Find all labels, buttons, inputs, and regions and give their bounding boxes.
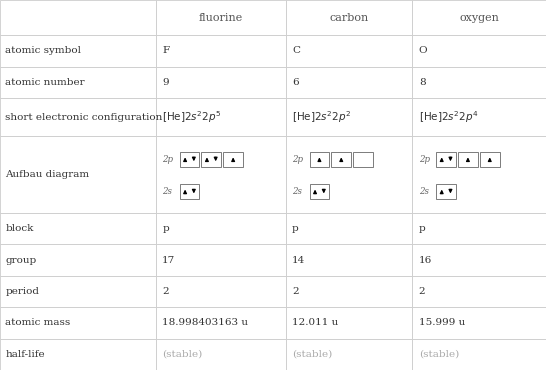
Bar: [412, 0, 546, 35]
Bar: [412, 244, 546, 276]
Bar: [156, 35, 286, 67]
Bar: [223, 152, 243, 167]
Bar: [412, 213, 546, 244]
Text: 8: 8: [419, 78, 425, 87]
Text: $[\mathrm{He}]2s^{2}2p^{5}$: $[\mathrm{He}]2s^{2}2p^{5}$: [162, 109, 222, 125]
Bar: [458, 152, 478, 167]
Text: atomic number: atomic number: [5, 78, 85, 87]
Bar: [156, 67, 286, 98]
Bar: [0, 67, 156, 98]
Text: (stable): (stable): [162, 350, 203, 359]
Text: 2: 2: [419, 287, 425, 296]
Bar: [286, 276, 412, 307]
Text: 12.011 u: 12.011 u: [292, 319, 339, 327]
Bar: [156, 307, 286, 339]
Text: (stable): (stable): [419, 350, 459, 359]
Bar: [436, 152, 456, 167]
Bar: [286, 98, 412, 137]
Text: O: O: [419, 47, 428, 55]
Bar: [286, 67, 412, 98]
Text: 16: 16: [419, 256, 432, 265]
Text: 2: 2: [292, 287, 299, 296]
Bar: [0, 307, 156, 339]
Bar: [156, 276, 286, 307]
Text: block: block: [5, 224, 34, 233]
Bar: [412, 307, 546, 339]
Bar: [156, 339, 286, 370]
Bar: [156, 213, 286, 244]
Text: F: F: [162, 47, 169, 55]
Text: atomic mass: atomic mass: [5, 319, 71, 327]
Bar: [0, 213, 156, 244]
Text: 2p: 2p: [292, 155, 303, 164]
Bar: [0, 0, 156, 35]
Text: group: group: [5, 256, 37, 265]
Bar: [286, 339, 412, 370]
Bar: [310, 184, 329, 199]
Text: 2s: 2s: [419, 187, 429, 196]
Bar: [436, 184, 456, 199]
Bar: [353, 152, 373, 167]
Bar: [286, 0, 412, 35]
Bar: [0, 35, 156, 67]
Bar: [180, 152, 199, 167]
Text: 17: 17: [162, 256, 175, 265]
Bar: [412, 67, 546, 98]
Bar: [331, 152, 351, 167]
Bar: [412, 137, 546, 213]
Text: 2s: 2s: [292, 187, 302, 196]
Bar: [0, 244, 156, 276]
Bar: [156, 98, 286, 137]
Text: 14: 14: [292, 256, 305, 265]
Text: atomic symbol: atomic symbol: [5, 47, 81, 55]
Bar: [310, 152, 329, 167]
Text: 9: 9: [162, 78, 169, 87]
Bar: [286, 137, 412, 213]
Text: (stable): (stable): [292, 350, 333, 359]
Bar: [0, 276, 156, 307]
Text: carbon: carbon: [329, 13, 369, 23]
Text: oxygen: oxygen: [459, 13, 499, 23]
Bar: [156, 0, 286, 35]
Bar: [0, 339, 156, 370]
Text: p: p: [162, 224, 169, 233]
Bar: [286, 307, 412, 339]
Text: Aufbau diagram: Aufbau diagram: [5, 170, 90, 179]
Text: 6: 6: [292, 78, 299, 87]
Text: C: C: [292, 47, 300, 55]
Text: short electronic configuration: short electronic configuration: [5, 113, 163, 122]
Bar: [412, 35, 546, 67]
Bar: [412, 98, 546, 137]
Text: period: period: [5, 287, 39, 296]
Bar: [286, 244, 412, 276]
Text: $[\mathrm{He}]2s^{2}2p^{2}$: $[\mathrm{He}]2s^{2}2p^{2}$: [292, 109, 351, 125]
Text: half-life: half-life: [5, 350, 45, 359]
Bar: [156, 137, 286, 213]
Text: p: p: [292, 224, 299, 233]
Text: 2p: 2p: [419, 155, 430, 164]
Text: 2: 2: [162, 287, 169, 296]
Text: 18.998403163 u: 18.998403163 u: [162, 319, 248, 327]
Bar: [286, 35, 412, 67]
Bar: [286, 213, 412, 244]
Text: p: p: [419, 224, 425, 233]
Bar: [0, 137, 156, 213]
Bar: [480, 152, 500, 167]
Text: 2s: 2s: [162, 187, 172, 196]
Bar: [0, 98, 156, 137]
Bar: [180, 184, 199, 199]
Text: 2p: 2p: [162, 155, 173, 164]
Text: $[\mathrm{He}]2s^{2}2p^{4}$: $[\mathrm{He}]2s^{2}2p^{4}$: [419, 109, 478, 125]
Bar: [156, 244, 286, 276]
Bar: [201, 152, 221, 167]
Bar: [412, 339, 546, 370]
Text: fluorine: fluorine: [198, 13, 243, 23]
Bar: [412, 276, 546, 307]
Text: 15.999 u: 15.999 u: [419, 319, 465, 327]
